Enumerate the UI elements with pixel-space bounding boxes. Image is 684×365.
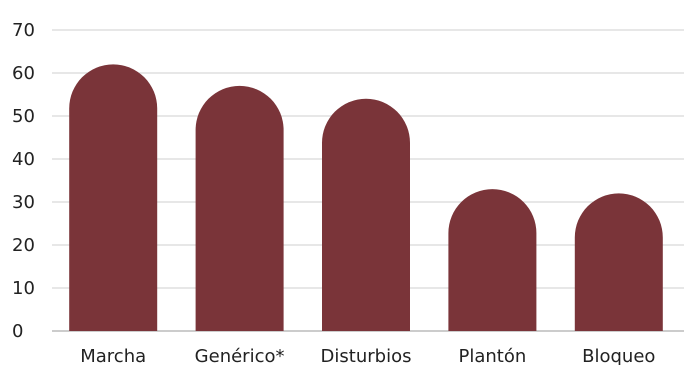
y-tick-label: 30 bbox=[12, 192, 35, 213]
x-category-label: Marcha bbox=[80, 346, 146, 365]
bar-disturbios bbox=[322, 98, 410, 331]
y-tick-label: 50 bbox=[12, 106, 35, 127]
bar-plantn bbox=[448, 189, 537, 331]
y-tick-label: 40 bbox=[12, 149, 35, 170]
bar-genrico bbox=[195, 85, 284, 331]
x-axis-categories: Marcha Genérico* Disturbios Plantón Bloqueo bbox=[80, 346, 655, 365]
x-category-label: Bloqueo bbox=[582, 346, 655, 365]
y-tick-label: 20 bbox=[12, 235, 35, 256]
x-category-label: Plantón bbox=[459, 346, 527, 365]
x-category-label: Disturbios bbox=[321, 346, 412, 365]
bar-bloqueo bbox=[574, 193, 663, 331]
bar-marcha bbox=[69, 64, 158, 332]
bars bbox=[69, 64, 663, 332]
x-category-label: Genérico* bbox=[195, 346, 285, 365]
y-tick-label: 60 bbox=[12, 63, 35, 84]
y-tick-label: 10 bbox=[12, 278, 35, 299]
y-tick-label: 0 bbox=[12, 321, 23, 342]
y-tick-label: 70 bbox=[12, 20, 35, 41]
y-axis-ticks: 0 10 20 30 40 50 60 70 bbox=[12, 20, 35, 342]
